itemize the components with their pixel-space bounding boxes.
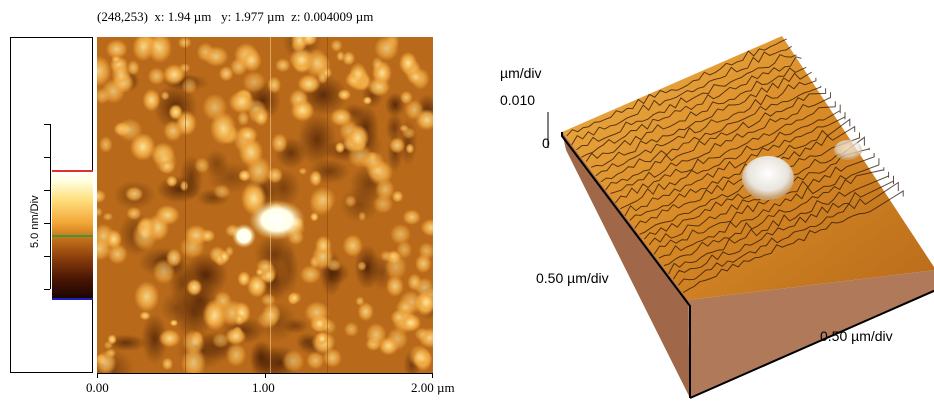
lower-limit-marker[interactable] <box>52 298 93 300</box>
surface-3d-render <box>547 36 934 399</box>
z-unit-label: µm/div <box>500 65 542 81</box>
scale-tick <box>44 190 50 191</box>
x-tick-label: 0.00 <box>86 380 109 395</box>
z-zero-label: 0 <box>542 135 550 151</box>
x-axis-tick <box>265 373 266 378</box>
x-scale-label: 0.50 µm/div <box>820 328 893 344</box>
scale-axis <box>50 124 51 289</box>
upper-limit-marker[interactable] <box>52 170 93 172</box>
center-marker[interactable] <box>52 235 93 237</box>
scale-tick <box>44 223 50 224</box>
scale-tick <box>44 157 50 158</box>
y-scale-label: 0.50 µm/div <box>536 270 609 286</box>
x-tick-label: 1.00 <box>252 380 275 395</box>
scale-tick <box>44 256 50 257</box>
afm-texture <box>97 37 433 373</box>
scale-unit-label: 5.0 nm/Div <box>29 195 41 248</box>
afm-3d-view[interactable]: µm/div 0.010 0 0.50 µm/div 0.50 µm/div <box>470 0 934 404</box>
x-axis-tick <box>97 373 98 378</box>
afm-height-image[interactable] <box>97 37 433 373</box>
x-tick-label: 2.00 µm <box>411 380 455 395</box>
scale-tick <box>44 289 50 290</box>
z-max-label: 0.010 <box>500 92 536 108</box>
scale-tick <box>44 124 50 125</box>
x-axis-tick <box>432 373 433 378</box>
cursor-readout: (248,253) x: 1.94 µm y: 1.977 µm z: 0.00… <box>97 9 374 24</box>
